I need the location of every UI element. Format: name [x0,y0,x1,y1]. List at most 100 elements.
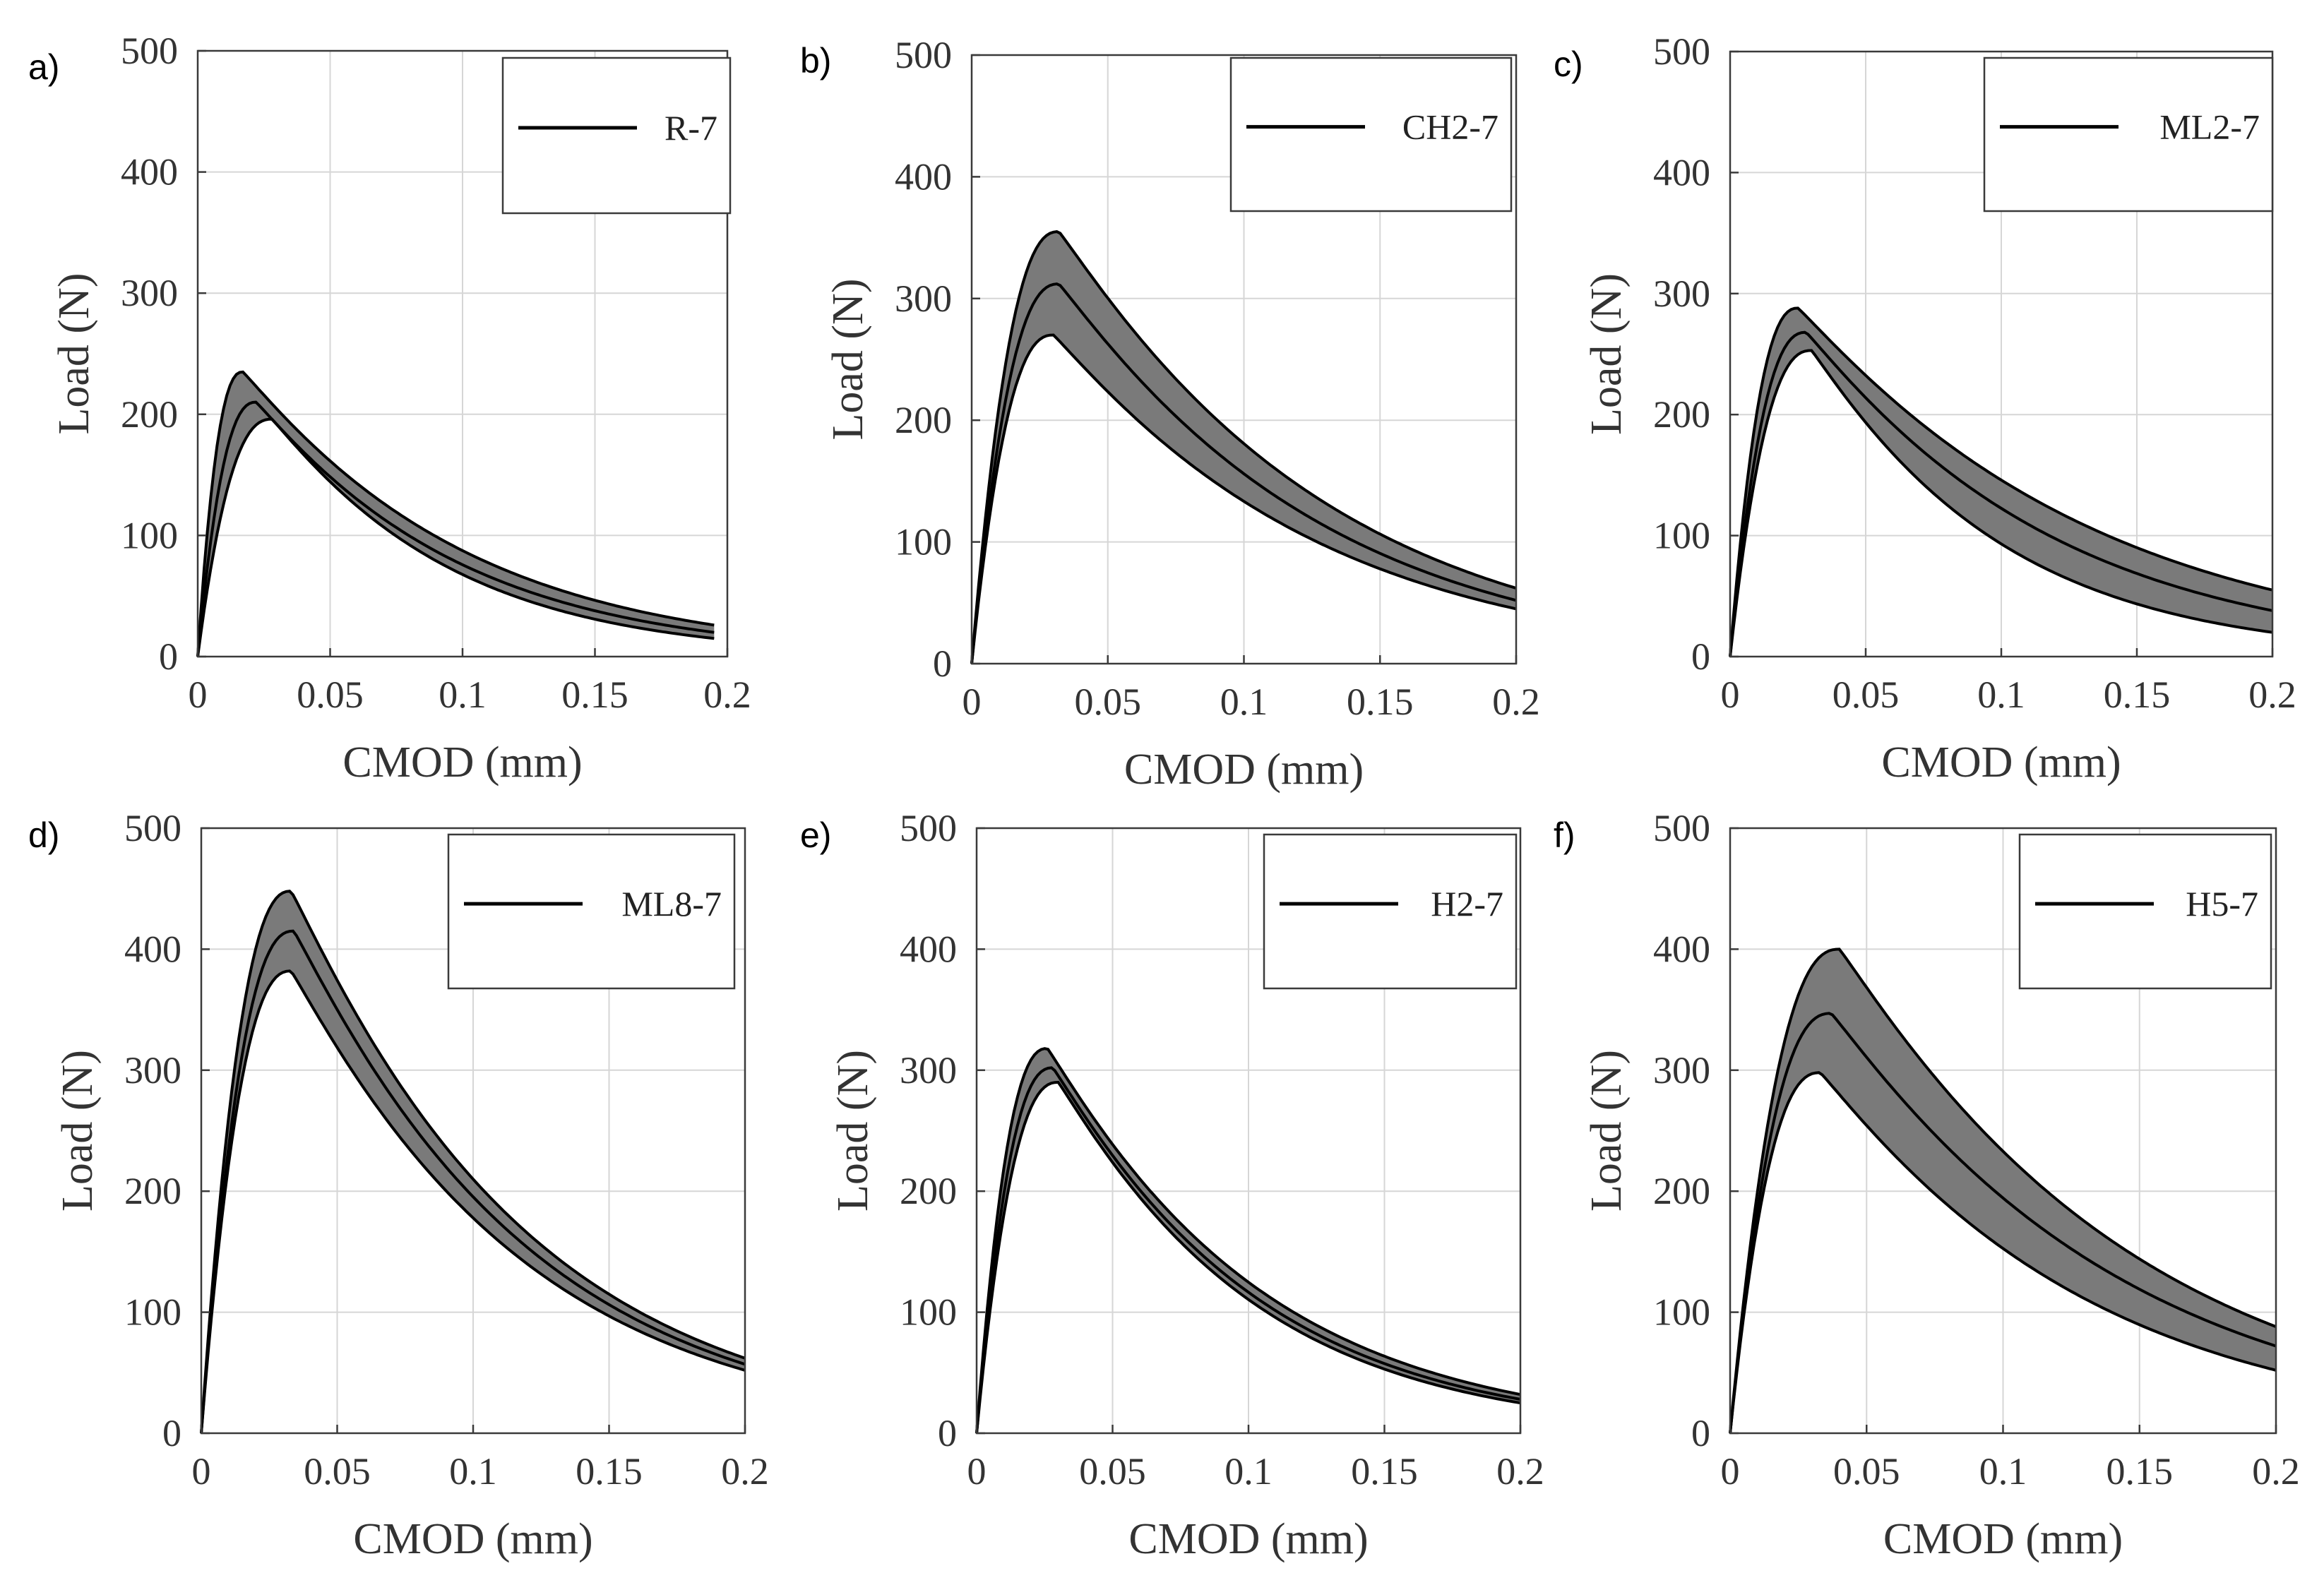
x-tick-label: 0.1 [439,674,487,716]
legend-label: H2-7 [1431,884,1503,923]
mean-curve-line [200,929,746,1434]
legend-box [1983,56,2274,213]
x-tick-label: 0.05 [1833,1450,1900,1493]
panel-label: c) [1554,44,1583,84]
panel-label: d) [28,815,59,855]
x-tick-label: 0.05 [1075,681,1142,723]
x-tick-label: 0.15 [576,1450,643,1493]
y-tick-label: 100 [121,514,178,556]
y-tick-label: 500 [1653,807,1710,849]
chart-panel: d) 0 0.05 0.1 0.15 0.2 0 100 200 300 400 500 CMOD (m… [28,807,769,1563]
x-tick-label: 0.05 [1079,1450,1146,1493]
x-axis-label: CMOD (mm) [353,1515,592,1563]
y-tick-label: 500 [900,807,957,849]
legend-box [501,56,732,215]
y-axis-label: Load (N) [1583,1050,1631,1212]
legend-box [1263,833,1518,990]
x-tick-label: 0.2 [703,674,751,716]
x-tick-label: 0.2 [2252,1450,2300,1493]
mean-curve-line [975,1066,1521,1434]
upper-envelope-line [196,370,715,657]
upper-envelope-line [975,1047,1521,1434]
chart-panel: c) 0 0.05 0.1 0.15 0.2 0 100 200 300 400 500 CMOD (m… [1554,30,2296,786]
std-band [1730,949,2276,1433]
x-tick-label: 0.1 [1220,681,1268,723]
legend-box [2018,833,2272,990]
x-tick-label: 0.15 [1347,681,1414,723]
x-tick-label: 0 [1721,1450,1740,1493]
std-band [1730,308,2272,657]
legend-label: CH2-7 [1402,107,1498,147]
panel-label: a) [28,47,59,87]
y-tick-label: 100 [124,1291,181,1334]
y-tick-label: 200 [900,1170,957,1212]
x-tick-label: 0 [967,1450,987,1493]
x-tick-label: 0.2 [2248,674,2296,716]
y-tick-label: 400 [121,151,178,193]
x-axis-label: CMOD (mm) [1124,746,1364,794]
y-tick-label: 0 [159,635,178,678]
y-tick-label: 200 [124,1170,181,1212]
x-axis-label: CMOD (mm) [1881,738,2121,786]
y-tick-label: 300 [1653,1049,1710,1091]
legend-label: ML2-7 [2159,107,2260,147]
x-tick-label: 0.1 [1979,1450,2027,1493]
mean-curve-line [970,282,1517,664]
x-tick-label: 0.15 [2104,674,2171,716]
y-tick-label: 100 [1653,515,1710,557]
lower-envelope-line [970,333,1517,664]
chart-panel: b) 0 0.05 0.1 0.15 0.2 0 100 200 300 400 500 CMOD (m… [800,34,1540,794]
x-tick-label: 0.1 [1224,1450,1273,1493]
chart-panel: a) 0 0.05 0.1 0.15 0.2 0 100 200 300 400 500 CMOD (m… [28,30,751,786]
x-tick-label: 0.05 [1833,674,1900,716]
x-tick-label: 0.15 [2107,1450,2174,1493]
y-tick-label: 0 [933,642,952,685]
x-tick-label: 0.05 [297,674,364,716]
y-tick-label: 500 [1653,30,1710,73]
lower-envelope-line [1729,349,2273,657]
y-tick-label: 400 [895,155,952,198]
y-tick-label: 200 [1653,393,1710,436]
legend-label: ML8-7 [621,884,722,923]
y-tick-label: 200 [895,399,952,441]
chart-panel: f) 0 0.05 0.1 0.15 0.2 0 100 200 300 400 500 CMOD (m… [1554,807,2300,1563]
y-tick-label: 300 [121,272,178,314]
panel-label: b) [800,41,831,80]
y-tick-label: 400 [1653,928,1710,970]
x-tick-label: 0 [963,681,982,723]
y-tick-label: 200 [121,393,178,436]
y-tick-label: 100 [900,1291,957,1334]
y-tick-label: 0 [1691,635,1710,678]
y-tick-label: 500 [895,34,952,76]
x-tick-label: 0.1 [1977,674,2025,716]
legend-box [1229,56,1513,213]
x-tick-label: 0 [192,1450,211,1493]
x-tick-label: 0.2 [1496,1450,1544,1493]
mean-curve-line [196,400,715,657]
y-axis-label: Load (N) [824,279,872,441]
legend-label: H5-7 [2186,884,2258,923]
y-tick-label: 300 [1653,273,1710,315]
y-axis-label: Load (N) [54,1050,102,1212]
x-axis-label: CMOD (mm) [1883,1515,2123,1563]
y-tick-label: 0 [162,1412,181,1454]
x-tick-label: 0.2 [721,1450,769,1493]
y-tick-label: 100 [895,521,952,563]
x-tick-label: 0.05 [304,1450,371,1493]
x-axis-label: CMOD (mm) [342,738,582,786]
y-tick-label: 300 [900,1049,957,1091]
y-tick-label: 200 [1653,1170,1710,1212]
y-tick-label: 300 [124,1049,181,1091]
lower-envelope-line [975,1080,1521,1434]
upper-envelope-line [1729,306,2273,657]
lower-envelope-line [200,969,746,1434]
x-tick-label: 0 [1721,674,1740,716]
mean-curve-line [1729,330,2273,657]
upper-envelope-line [200,890,746,1434]
x-tick-label: 0 [189,674,208,716]
std-band [198,371,715,657]
legend-box [447,833,736,990]
y-tick-label: 0 [1691,1412,1710,1454]
lower-envelope-line [1729,1071,2277,1434]
